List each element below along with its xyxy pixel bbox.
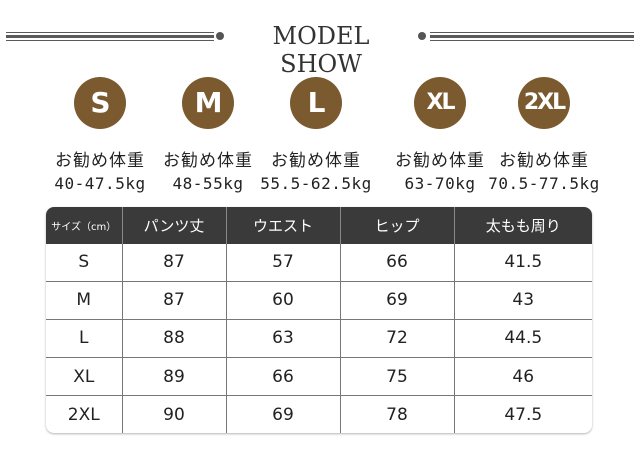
table-cell: 46 xyxy=(454,357,592,397)
size-badge: M xyxy=(182,77,234,129)
size-col-s: S お勧め体重 40-47.5kg xyxy=(40,77,160,193)
table-cell: 57 xyxy=(226,244,341,282)
size-col-m: M お勧め体重 48-55kg xyxy=(148,77,268,193)
recommended-weight-label: お勧め体重 xyxy=(163,151,253,171)
column-header-hip: ヒップ xyxy=(340,207,455,244)
table-cell: 41.5 xyxy=(454,244,592,282)
table-cell: 47.5 xyxy=(504,404,543,425)
table-cell: L xyxy=(46,319,123,359)
weight-range: 63-70kg xyxy=(404,174,476,193)
recommended-weight-label: お勧め体重 xyxy=(271,151,361,171)
table-cell: 72 xyxy=(340,319,455,359)
section-title: MODEL SHOW xyxy=(272,22,370,78)
right-divider xyxy=(430,32,634,41)
size-badge: 2XL xyxy=(518,77,570,129)
table-cell: 43 xyxy=(454,281,592,320)
table-cell: 66 xyxy=(226,357,341,397)
column-header-length: パンツ丈 xyxy=(122,207,227,244)
right-dot-ornament xyxy=(418,32,426,40)
weight-range: 70.5-77.5kg xyxy=(488,174,600,193)
left-dot-ornament xyxy=(216,32,224,40)
size-badge: S xyxy=(74,77,126,129)
table-cell: 88 xyxy=(122,319,227,359)
table-cell: 87 xyxy=(122,281,227,320)
table-cell: 87 xyxy=(122,244,227,282)
size-badge: XL xyxy=(414,77,466,129)
size-col-2xl: 2XL お勧め体重 70.5-77.5kg xyxy=(484,77,604,193)
table-row: M 87 60 69 43 xyxy=(46,281,592,320)
table-cell: XL xyxy=(46,357,123,397)
recommended-weight-label: お勧め体重 xyxy=(55,151,145,171)
section-header: MODEL SHOW xyxy=(0,22,640,78)
table-row: 2XL 90 69 78 47.5 xyxy=(46,395,592,433)
weight-range: 48-55kg xyxy=(172,174,244,193)
table-header-row: サイズ（cm） パンツ丈 ウエスト ヒップ 太もも周り xyxy=(46,207,592,244)
size-col-l: L お勧め体重 55.5-62.5kg xyxy=(256,77,376,193)
recommended-weight-label: お勧め体重 xyxy=(395,151,485,171)
weight-range: 55.5-62.5kg xyxy=(260,174,372,193)
table-cell: M xyxy=(46,281,123,320)
table-cell: 90 xyxy=(122,395,227,433)
column-header-size: サイズ（cm） xyxy=(46,207,123,244)
size-badge: L xyxy=(290,77,342,129)
table-cell: 89 xyxy=(122,357,227,397)
size-badges-row: S お勧め体重 40-47.5kg M お勧め体重 48-55kg L お勧め体… xyxy=(0,77,640,197)
table-cell: 44.5 xyxy=(454,319,592,359)
left-divider xyxy=(6,32,214,41)
size-table: サイズ（cm） パンツ丈 ウエスト ヒップ 太もも周り S 87 57 66 4… xyxy=(46,207,592,433)
table-row: XL 89 66 75 46 xyxy=(46,357,592,397)
size-chart: サイズ（cm） パンツ丈 ウエスト ヒップ 太もも周り S 87 57 66 4… xyxy=(46,207,592,433)
weight-range: 40-47.5kg xyxy=(54,174,146,193)
table-cell: 75 xyxy=(340,357,455,397)
table-row: L 88 63 72 44.5 xyxy=(46,319,592,359)
column-header-waist: ウエスト xyxy=(226,207,341,244)
table-cell: 66 xyxy=(340,244,455,282)
table-cell: S xyxy=(46,244,123,282)
table-cell: 60 xyxy=(226,281,341,320)
size-col-xl: XL お勧め体重 63-70kg xyxy=(380,77,500,193)
table-cell: 69 xyxy=(340,281,455,320)
recommended-weight-label: お勧め体重 xyxy=(499,151,589,171)
table-row: S 87 57 66 41.5 xyxy=(46,244,592,282)
table-cell: 63 xyxy=(226,319,341,359)
table-cell: 69 xyxy=(226,395,341,433)
column-header-thigh: 太もも周り xyxy=(454,207,592,244)
table-cell: 2XL xyxy=(46,395,123,433)
table-cell: 78 xyxy=(340,395,455,433)
